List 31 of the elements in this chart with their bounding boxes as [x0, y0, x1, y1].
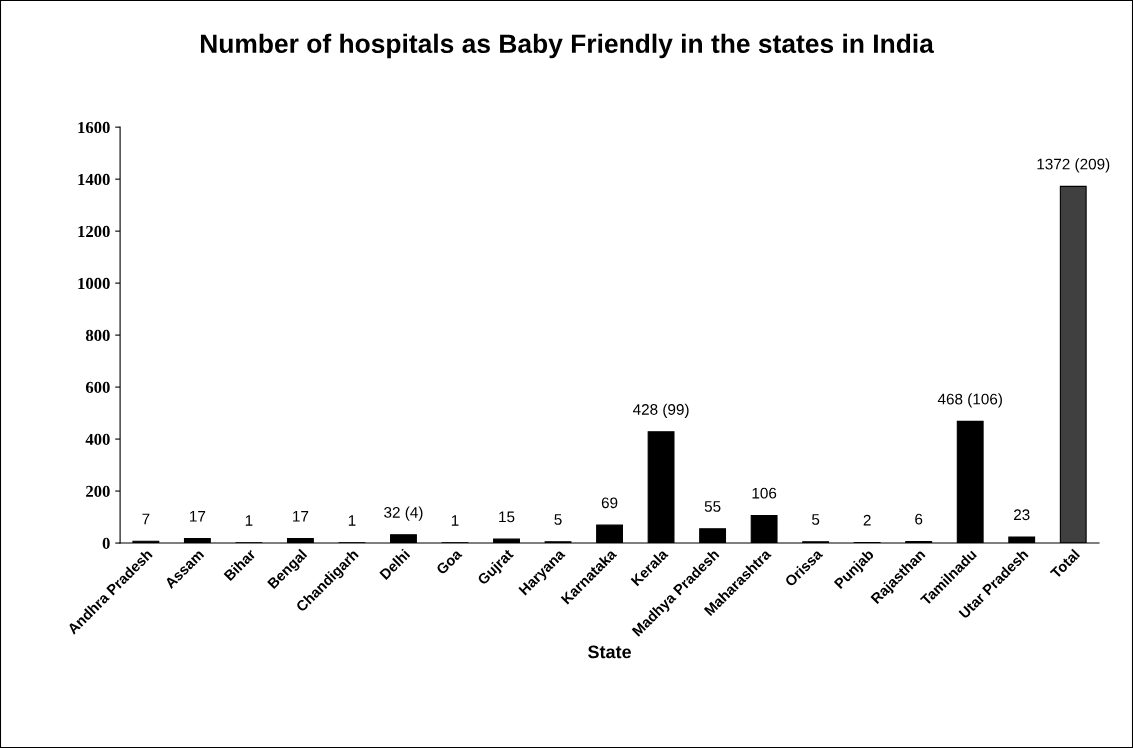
- data-label: 1372 (209): [1037, 158, 1110, 173]
- data-label: 2: [863, 514, 871, 526]
- y-tick-label: 1600: [78, 121, 110, 134]
- y-tick-label: 1000: [78, 277, 110, 290]
- data-label: 7: [142, 513, 150, 525]
- y-tick-label: 1400: [78, 173, 110, 186]
- y-tick-label: 800: [85, 329, 110, 342]
- data-label: 106: [752, 487, 777, 499]
- y-tick-label: 200: [86, 485, 110, 498]
- data-label: 6: [915, 513, 923, 525]
- x-axis-title: State: [588, 645, 632, 659]
- data-label: 69: [601, 497, 618, 509]
- data-label: 15: [499, 511, 515, 523]
- data-label: 17: [293, 511, 309, 522]
- data-label: 23: [1014, 509, 1030, 521]
- chart-title: Number of hospitals as Baby Friendly in the states in India: [200, 33, 935, 59]
- data-label: 1: [245, 515, 253, 526]
- y-tick-label: 600: [85, 381, 110, 394]
- data-label: 55: [704, 501, 721, 512]
- data-label: 5: [554, 514, 562, 525]
- data-label: 428 (99): [632, 403, 689, 418]
- x-tick-label: Goa: [435, 548, 463, 576]
- data-label: 32 (4): [384, 506, 423, 521]
- data-label: 1: [451, 515, 459, 526]
- data-label: 17: [190, 511, 206, 522]
- data-label: 1: [348, 515, 356, 526]
- data-label: 5: [812, 514, 820, 525]
- y-tick-label: 0: [102, 537, 110, 549]
- data-label: 468 (106): [937, 393, 1002, 408]
- y-tick-label: 1200: [78, 225, 110, 238]
- y-tick-label: 400: [85, 433, 110, 446]
